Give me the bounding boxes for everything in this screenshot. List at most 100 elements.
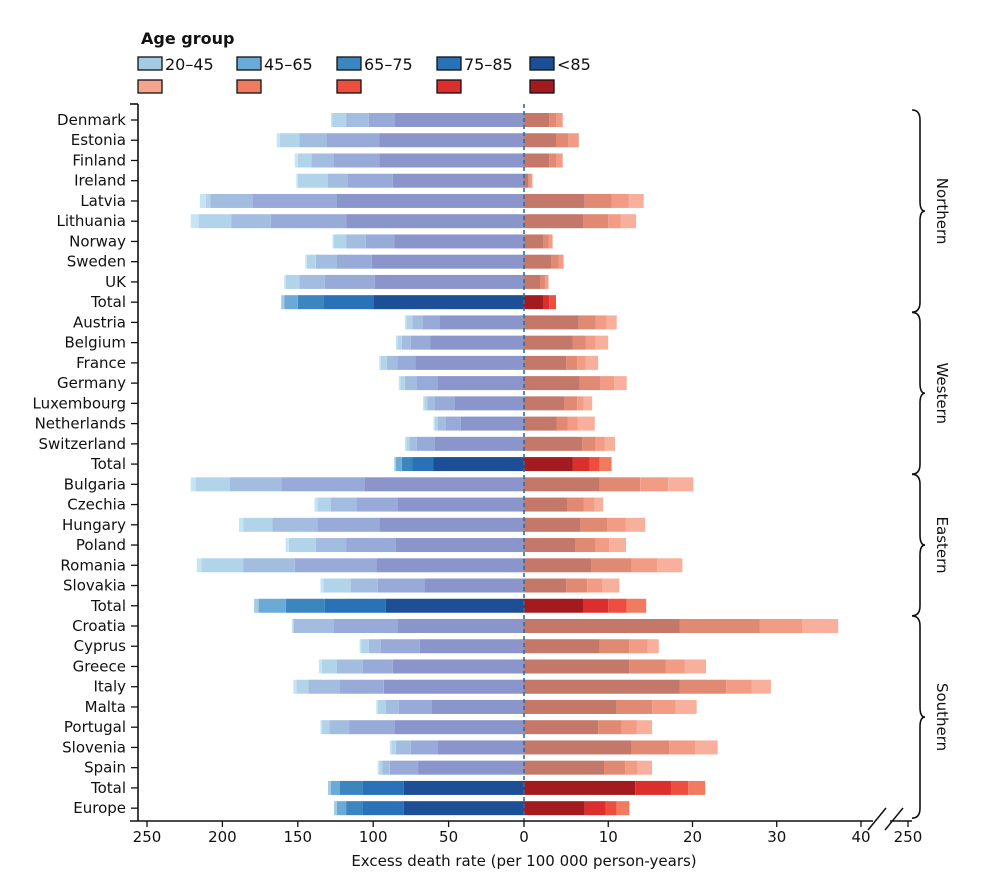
- bar-right-18-3: [668, 477, 694, 492]
- bar-right-6-2: [548, 234, 553, 249]
- legend-swatch-blue-1: [236, 56, 262, 71]
- bar-right-13-2: [600, 376, 615, 391]
- bar-right-25-2: [759, 619, 802, 633]
- row-label-30: Portugal: [64, 718, 126, 736]
- bar-left-5-3: [198, 214, 232, 229]
- bar-left-31-4: [389, 740, 392, 755]
- region-bracket-2: [911, 473, 926, 617]
- bar-right-9-1: [543, 295, 550, 310]
- row-label-2: Finland: [72, 151, 126, 169]
- bar-right-27-2: [665, 659, 685, 674]
- bar-left-10-0: [439, 315, 524, 330]
- bar-left-24-4: [254, 598, 259, 613]
- bar-left-11-0: [430, 335, 524, 350]
- bar-left-17-2: [401, 457, 413, 472]
- bar-left-26-0: [419, 639, 524, 654]
- row-label-3: Ireland: [74, 172, 126, 190]
- bar-left-20-2: [272, 517, 318, 532]
- bar-right-6-0: [524, 234, 544, 249]
- bar-right-12-1: [566, 355, 578, 370]
- bar-left-22-3: [201, 558, 244, 573]
- legend-swatch-red-4: [529, 79, 555, 94]
- legend-swatch-blue-3: [436, 56, 462, 71]
- bar-right-16-2: [595, 436, 605, 451]
- bar-left-13-1: [416, 376, 438, 391]
- bar-right-16-3: [604, 436, 615, 451]
- bar-left-29-0: [432, 699, 524, 714]
- bar-left-18-0: [364, 477, 524, 492]
- bar-left-23-2: [350, 578, 378, 593]
- bar-left-30-2: [329, 720, 350, 735]
- bar-left-31-1: [410, 740, 438, 755]
- legend-title: Age group: [141, 29, 234, 48]
- row-label-0: Denmark: [57, 111, 126, 129]
- bar-right-19-2: [583, 497, 595, 512]
- x-axis-label: Excess death rate (per 100 000 person-ye…: [351, 852, 696, 870]
- legend-label-2: 65–75: [364, 55, 413, 74]
- row-label-24: Total: [90, 597, 126, 615]
- row-label-16: Switzerland: [39, 435, 127, 453]
- bar-left-29-1: [398, 699, 432, 714]
- bar-left-11-3: [397, 335, 402, 350]
- row-label-7: Sweden: [67, 253, 126, 271]
- legend-swatch-red-3: [436, 79, 462, 94]
- bar-right-21-3: [609, 538, 626, 553]
- bar-right-4-3: [628, 193, 644, 208]
- bar-left-7-0: [371, 254, 524, 269]
- bar-right-3-0: [524, 173, 529, 188]
- bar-left-21-3: [288, 538, 316, 553]
- bar-left-13-4: [398, 376, 401, 391]
- bar-left-34-0: [403, 801, 524, 816]
- bar-left-32-4: [377, 760, 380, 775]
- bar-right-10-0: [524, 315, 579, 330]
- bar-left-4-4: [199, 193, 206, 208]
- bar-left-33-1: [362, 780, 404, 795]
- bar-left-15-3: [435, 416, 438, 431]
- bar-left-18-3: [195, 477, 230, 492]
- x-tick-label-left-2: 150: [283, 828, 312, 846]
- bar-left-10-2: [412, 315, 423, 330]
- bar-left-2-0: [379, 153, 524, 168]
- legend-swatch-red-0: [137, 79, 163, 94]
- bar-left-24-3: [258, 598, 286, 613]
- row-label-17: Total: [90, 455, 126, 473]
- legend-swatch-red-1: [236, 79, 262, 94]
- bar-left-12-1: [397, 355, 416, 370]
- bar-left-13-3: [400, 376, 405, 391]
- bar-right-0-1: [549, 113, 556, 127]
- row-label-31: Slovenia: [62, 738, 126, 756]
- bar-right-17-3: [599, 457, 612, 472]
- bar-left-1-1: [326, 133, 380, 148]
- bar-right-27-3: [684, 659, 706, 674]
- row-label-11: Belgium: [65, 334, 127, 352]
- bar-right-1-1: [556, 133, 569, 148]
- bar-left-1-2: [299, 133, 327, 148]
- bar-left-18-2: [229, 477, 282, 492]
- legend-label-1: 45–65: [264, 55, 313, 74]
- bar-right-7-1: [551, 254, 559, 269]
- bar-left-8-1: [324, 274, 375, 289]
- row-label-18: Bulgaria: [64, 475, 126, 493]
- bar-right-17-0: [524, 457, 573, 472]
- row-label-23: Slovakia: [63, 577, 126, 595]
- bar-left-27-4: [318, 659, 322, 674]
- bar-left-12-4: [379, 355, 381, 370]
- legend-swatch-blue-2: [336, 56, 362, 71]
- bar-right-27-1: [629, 659, 666, 674]
- bar-right-8-0: [524, 274, 540, 289]
- bar-left-25-2: [293, 619, 334, 633]
- bar-right-9-0: [524, 295, 544, 310]
- bar-right-34-3: [616, 801, 630, 816]
- bar-right-23-2: [587, 578, 603, 593]
- bar-right-23-3: [602, 578, 620, 593]
- region-bracket-3: [911, 615, 926, 819]
- bar-right-4-0: [524, 193, 585, 208]
- bar-left-10-4: [404, 315, 407, 330]
- bar-right-24-0: [524, 598, 583, 613]
- bar-left-23-3: [323, 578, 351, 593]
- bar-left-20-1: [317, 517, 380, 532]
- bar-left-23-0: [424, 578, 524, 593]
- bar-left-11-2: [401, 335, 411, 350]
- bar-left-23-1: [377, 578, 425, 593]
- bar-left-20-3: [243, 517, 273, 532]
